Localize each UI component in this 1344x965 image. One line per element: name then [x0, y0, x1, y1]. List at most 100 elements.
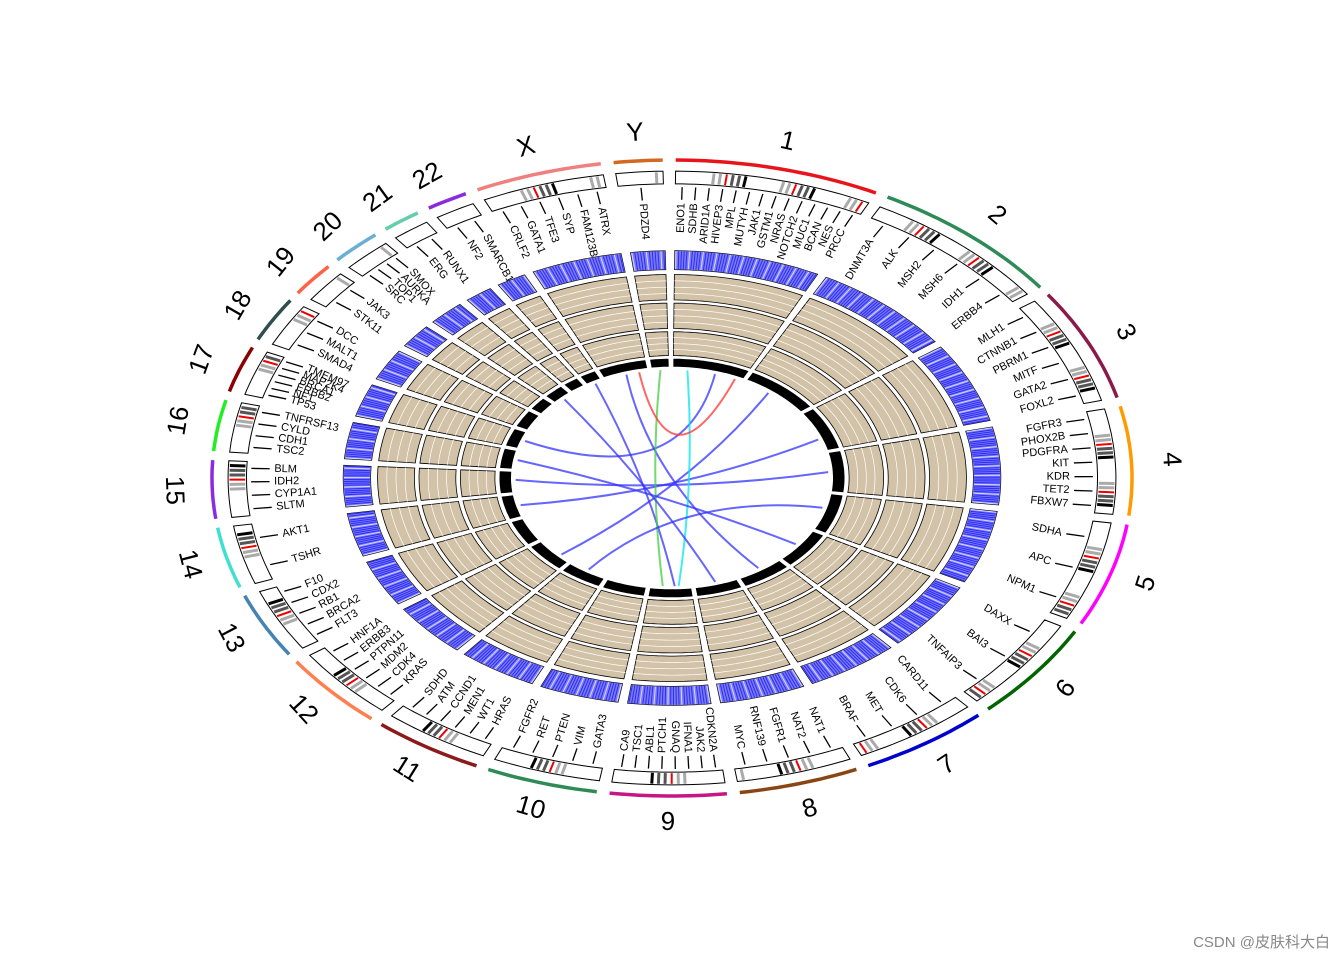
link — [561, 393, 768, 555]
gene-label: NPM1 — [1005, 572, 1038, 595]
gene-tick — [427, 704, 438, 714]
gene-label: IFNA1 — [681, 721, 694, 753]
heatmap-stripe — [679, 687, 680, 705]
cytoband — [1097, 505, 1113, 506]
gene-tick — [771, 196, 776, 208]
gene-tick — [432, 239, 442, 249]
inner-ring — [581, 371, 600, 383]
gene-tick — [1020, 332, 1036, 338]
gene-tick — [1032, 348, 1048, 354]
gene-tick — [391, 685, 403, 694]
gene-tick — [635, 755, 637, 768]
inner-ring — [650, 359, 669, 368]
gene-label: NAT1 — [806, 705, 827, 735]
gene-tick — [721, 189, 723, 202]
ideogram — [437, 204, 481, 229]
gene-tick — [641, 188, 642, 201]
gene-tick — [307, 333, 323, 339]
gene-tick — [804, 741, 810, 753]
gene-label: JAK2 — [693, 726, 707, 753]
gene-tick — [821, 208, 828, 220]
chromosome-label: 1 — [778, 124, 799, 157]
gene-tick — [809, 204, 815, 216]
gene-label: PTEN — [553, 712, 573, 744]
gene-label: TNFAIP3 — [924, 633, 965, 672]
gene-tick — [796, 201, 802, 213]
gene-tick — [344, 652, 358, 660]
cytoband — [237, 421, 252, 423]
gene-tick — [1070, 434, 1088, 436]
gene-tick — [253, 507, 271, 508]
gene-tick — [540, 202, 546, 214]
gene-tick — [284, 586, 301, 591]
link — [626, 375, 758, 569]
chromosome-label: 12 — [283, 688, 325, 730]
gene-tick — [759, 194, 763, 206]
gene-tick — [475, 221, 484, 232]
gene-label: KIT — [1052, 457, 1070, 470]
gene-tick — [387, 264, 399, 273]
gene-tick — [1008, 317, 1023, 324]
gene-tick — [1058, 396, 1076, 400]
ideogram — [484, 175, 606, 212]
chromosome-label: 16 — [160, 404, 194, 437]
chromosome-label: X — [513, 129, 538, 163]
cytoband — [237, 533, 252, 535]
chromosome-label: 13 — [212, 618, 252, 658]
gene-tick — [262, 412, 280, 415]
gene-tick — [333, 643, 348, 651]
inner-ring — [506, 429, 525, 448]
heatmap-stripe — [678, 251, 679, 269]
gene-tick — [929, 692, 941, 702]
gene-tick — [857, 725, 865, 736]
gene-label: BRAF — [836, 694, 860, 726]
cytoband — [1098, 500, 1114, 501]
gene-tick — [291, 597, 308, 602]
chromosome-arc — [212, 460, 216, 519]
gene-tick — [286, 362, 303, 367]
chromosome-label: 3 — [1110, 319, 1143, 345]
cytoband — [1096, 444, 1112, 445]
gene-tick — [824, 736, 831, 748]
chromosome-label: 17 — [182, 340, 220, 377]
cytoband — [731, 175, 733, 186]
gene-tick — [746, 192, 749, 205]
cytoband — [1095, 435, 1110, 437]
data-track — [845, 445, 884, 495]
gene-tick — [521, 206, 528, 218]
gene-tick — [622, 754, 624, 767]
gene-label: ATRX — [595, 206, 612, 237]
data-track — [419, 468, 458, 500]
gene-tick — [784, 199, 789, 211]
gene-tick — [417, 246, 428, 256]
chromosome-label: 18 — [217, 285, 257, 325]
gene-label: RET — [535, 715, 554, 740]
gene-tick — [874, 226, 883, 237]
chromosome-label: 14 — [173, 546, 209, 582]
gene-tick — [985, 295, 999, 303]
gene-tick — [317, 627, 333, 634]
gene-tick — [413, 697, 424, 707]
gene-label: SDHA — [1031, 521, 1064, 539]
gene-label: SMARCB1 — [480, 232, 516, 285]
gene-label: VIM — [572, 725, 588, 747]
gene-label: BAI3 — [964, 627, 990, 651]
gene-label: TET2 — [1042, 483, 1069, 496]
gene-tick — [695, 187, 696, 200]
chromosome-arc — [610, 793, 727, 796]
gene-tick — [253, 448, 271, 449]
gene-label: TSC1 — [631, 723, 645, 752]
gene-label: APC — [1027, 550, 1052, 568]
gene-label: TFE3 — [541, 215, 561, 244]
watermark: CSDN @皮肤科大白 — [1193, 931, 1330, 952]
gene-tick — [573, 748, 577, 760]
gene-label: RNF139 — [747, 705, 768, 748]
gene-label: CYP1A1 — [274, 486, 317, 500]
gene-tick — [1039, 592, 1056, 597]
heatmap-stripe — [974, 471, 1000, 472]
chromosome-arc — [429, 194, 466, 208]
inner-ring — [500, 449, 516, 469]
gene-label: ABL1 — [644, 725, 657, 753]
gene-label: MSH2 — [896, 259, 924, 290]
cytoband — [1098, 492, 1114, 493]
